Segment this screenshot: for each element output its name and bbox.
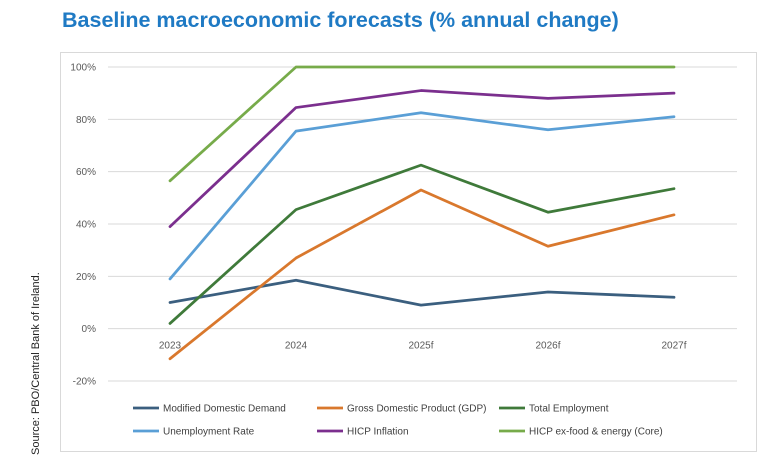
series-line-unemployment-rate bbox=[168, 111, 676, 281]
x-tick-label: 2024 bbox=[285, 341, 308, 352]
series-line-hicp-ex-food-energy-core bbox=[168, 65, 676, 183]
legend-label: Unemployment Rate bbox=[163, 427, 255, 438]
chart-area bbox=[60, 52, 757, 452]
legend-label: Total Employment bbox=[529, 404, 609, 415]
x-tick-label: 2023 bbox=[159, 341, 182, 352]
legend-label: HICP Inflation bbox=[347, 427, 409, 438]
y-tick-label: 60% bbox=[76, 167, 96, 178]
x-axis: 2023 2024 2025f 2026f 2027f bbox=[159, 341, 687, 352]
legend-label: Gross Domestic Product (GDP) bbox=[347, 404, 486, 415]
series-lines bbox=[168, 65, 676, 361]
y-tick-label: 80% bbox=[76, 115, 96, 126]
y-tick-label: 100% bbox=[70, 63, 96, 74]
y-tick-label: -20% bbox=[73, 377, 96, 388]
x-tick-label: 2026f bbox=[535, 341, 560, 352]
x-tick-label: 2025f bbox=[408, 341, 433, 352]
legend-label: HICP ex-food & energy (Core) bbox=[529, 427, 663, 438]
y-axis: -20% 0% 20% 40% 60% 80% 100% bbox=[70, 63, 96, 388]
legend-label: Modified Domestic Demand bbox=[163, 404, 286, 415]
series-line-total-employment bbox=[168, 163, 676, 325]
series-line-gross-domestic-product-gdp bbox=[168, 188, 676, 361]
y-tick-label: 40% bbox=[76, 220, 96, 231]
y-tick-label: 0% bbox=[82, 324, 97, 335]
legend: Modified Domestic Demand Gross Domestic P… bbox=[133, 404, 663, 438]
y-tick-label: 20% bbox=[76, 272, 96, 283]
x-tick-label: 2027f bbox=[661, 341, 686, 352]
series-line-modified-domestic-demand bbox=[168, 278, 676, 307]
chart-title: Baseline macroeconomic forecasts (% annu… bbox=[62, 8, 619, 32]
series-line-hicp-inflation bbox=[168, 89, 676, 228]
